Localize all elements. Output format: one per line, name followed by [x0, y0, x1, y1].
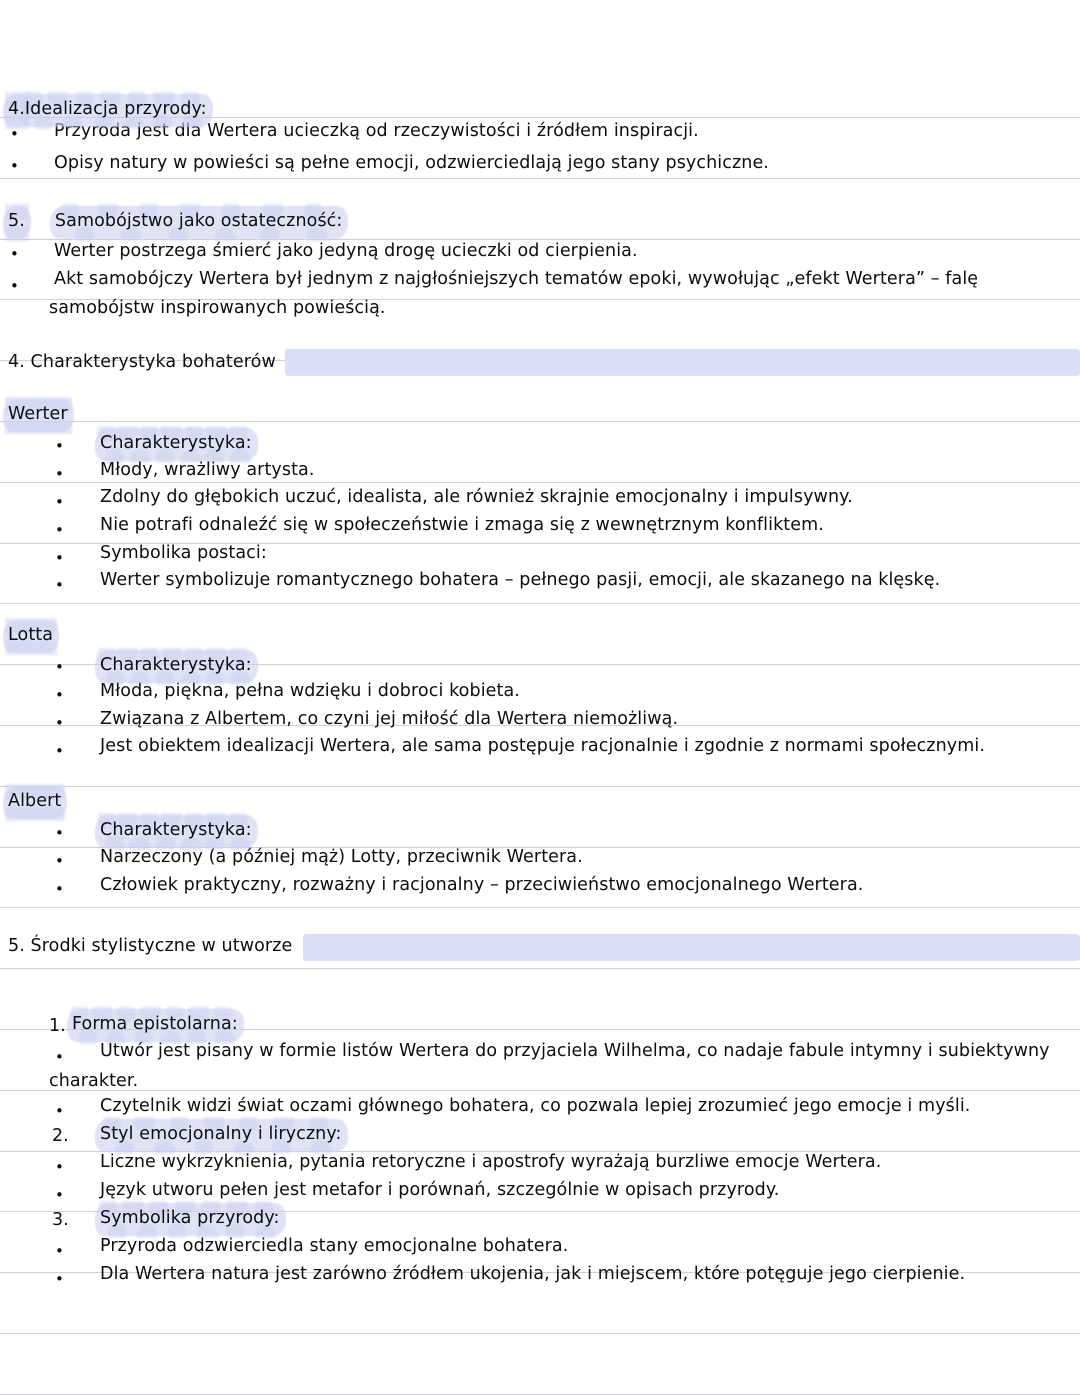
list-number: 2.: [52, 1126, 69, 1146]
bullet-glyph: •: [10, 157, 19, 175]
list-item: Młody, wrażliwy artysta.: [100, 460, 315, 480]
bullet-glyph: •: [55, 437, 64, 455]
heading-samobojstwo-jako-ostatecznosc: 5. Samobójstwo jako ostateczność:: [8, 211, 343, 231]
bullet-glyph: •: [55, 658, 64, 676]
character-name-lotta: Lotta: [8, 625, 54, 645]
bullet-glyph: •: [55, 824, 64, 842]
list-item: Werter postrzega śmierć jako jedyną drog…: [54, 241, 638, 261]
bullet-glyph: •: [10, 245, 19, 263]
list-item: Dla Wertera natura jest zarówno źródłem …: [100, 1264, 966, 1284]
section-header-highlight-bar: [285, 349, 1080, 375]
list-item: Człowiek praktyczny, rozważny i racjonal…: [100, 875, 864, 895]
stylistic-device-title: Styl emocjonalny i liryczny:: [100, 1124, 342, 1144]
list-item: Jest obiektem idealizacji Wertera, ale s…: [100, 736, 986, 756]
character-name-werter: Werter: [8, 404, 68, 424]
bullet-glyph: •: [55, 1186, 64, 1204]
list-item: Charakterystyka:: [100, 433, 252, 453]
bullet-glyph: •: [55, 576, 64, 594]
list-item: Narzeczony (a później mąż) Lotty, przeci…: [100, 847, 583, 867]
bullet-glyph: •: [55, 742, 64, 760]
bullet-glyph: •: [10, 277, 19, 295]
list-item: Utwór jest pisany w formie listów Werter…: [100, 1041, 1050, 1061]
list-item: Symbolika postaci:: [100, 543, 267, 563]
bullet-glyph: •: [55, 465, 64, 483]
list-item: Nie potrafi odnaleźć się w społeczeństwi…: [100, 515, 824, 535]
list-item-continuation: charakter.: [49, 1071, 139, 1091]
list-item: Liczne wykrzyknienia, pytania retoryczne…: [100, 1152, 882, 1172]
bullet-glyph: •: [55, 714, 64, 732]
section-header-charakterystyka-bohaterow: 4. Charakterystyka bohaterów: [8, 352, 276, 372]
list-item: Charakterystyka:: [100, 655, 252, 675]
section-header-highlight-bar: [303, 934, 1080, 960]
bullet-glyph: •: [55, 686, 64, 704]
stylistic-device-title: Symbolika przyrody:: [100, 1208, 280, 1228]
bullet-glyph: •: [55, 521, 64, 539]
list-item: Zdolny do głębokich uczuć, idealista, al…: [100, 487, 853, 507]
list-item: Akt samobójczy Wertera był jednym z najg…: [54, 269, 979, 289]
list-item: Werter symbolizuje romantycznego bohater…: [100, 570, 941, 590]
heading-idealizacja-przyrody: 4.Idealizacja przyrody:: [8, 99, 207, 119]
list-item: Przyroda odzwierciedla stany emocjonalne…: [100, 1236, 569, 1256]
bullet-glyph: •: [55, 493, 64, 511]
bullet-glyph: •: [10, 125, 19, 143]
bullet-glyph: •: [55, 549, 64, 567]
stylistic-device-title: Forma epistolarna:: [72, 1014, 238, 1034]
list-item: Czytelnik widzi świat oczami głównego bo…: [100, 1096, 971, 1116]
list-item: Opisy natury w powieści są pełne emocji,…: [54, 153, 769, 173]
bullet-glyph: •: [55, 1270, 64, 1288]
character-name-albert: Albert: [8, 791, 62, 811]
list-number: 3.: [52, 1210, 69, 1230]
list-item: Przyroda jest dla Wertera ucieczką od rz…: [54, 121, 699, 141]
bullet-glyph: •: [55, 1102, 64, 1120]
list-number: 1.: [49, 1016, 66, 1036]
list-item: Język utworu pełen jest metafor i porówn…: [100, 1180, 780, 1200]
list-item-continuation: samobójstw inspirowanych powieścią.: [49, 298, 386, 318]
list-item: Związana z Albertem, co czyni jej miłość…: [100, 709, 679, 729]
bullet-glyph: •: [55, 852, 64, 870]
list-item: Młoda, piękna, pełna wdzięku i dobroci k…: [100, 681, 520, 701]
bullet-glyph: •: [55, 880, 64, 898]
bullet-glyph: •: [55, 1048, 64, 1066]
list-item: Charakterystyka:: [100, 820, 252, 840]
section-header-srodki-stylistyczne: 5. Środki stylistyczne w utworze: [8, 936, 293, 956]
bullet-glyph: •: [55, 1242, 64, 1260]
bullet-glyph: •: [55, 1158, 64, 1176]
